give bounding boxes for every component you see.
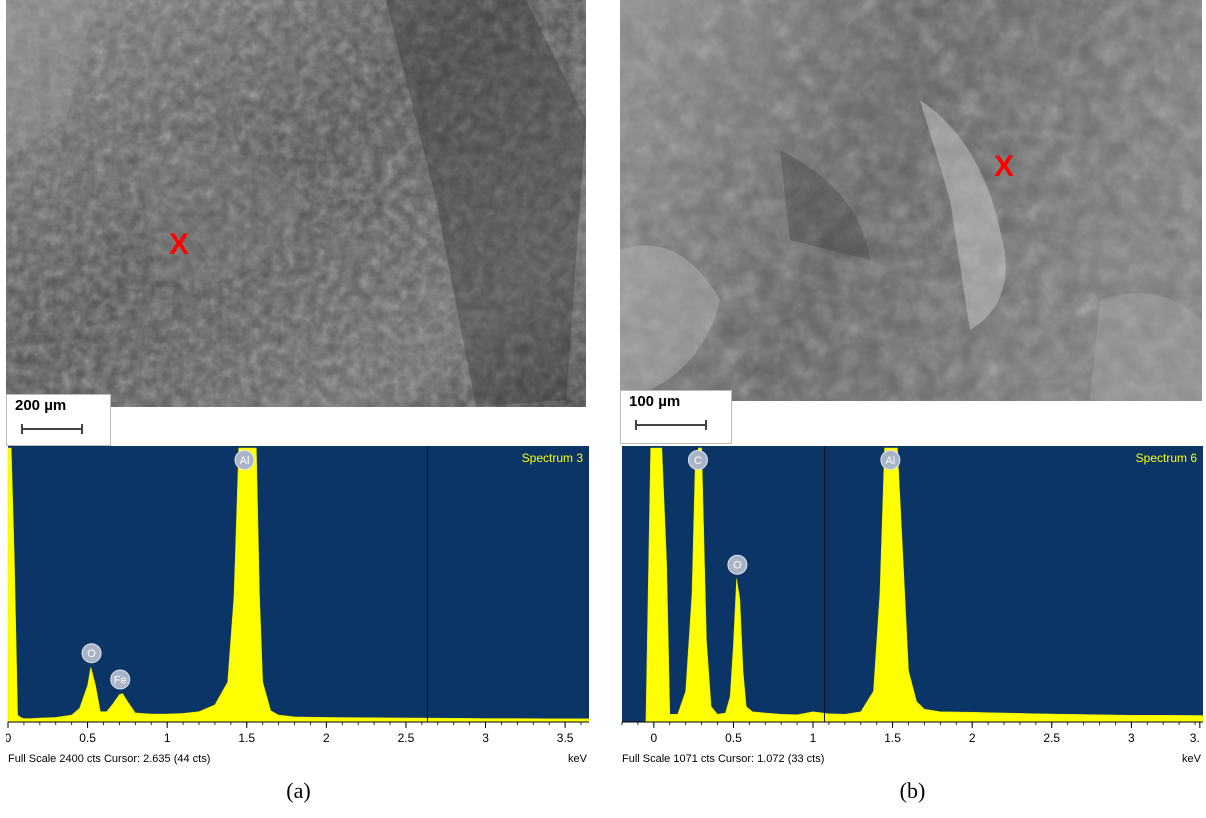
sem-micrograph-b [620,0,1202,401]
x-tick-label: 0.5 [79,731,96,745]
sem-micrograph-a [6,0,586,407]
axis-area [620,722,1205,771]
x-axis-unit: keV [1182,753,1202,765]
x-tick-label: 3 [482,731,489,745]
scale-bar-a [21,424,83,434]
spectrum-chart-a: Spectrum 3 O Fe Al 0 0.5 1 1.5 2 2.5 3 3.5 Full Scal… [6,446,591,771]
svg-text:O: O [87,648,96,660]
spectrum-title: Spectrum 6 [1136,451,1198,465]
peak-label-al: Al [880,450,901,470]
sem-marker-a: X [169,228,190,261]
plot-background [8,446,589,722]
caption-b: (b) [899,778,926,803]
peak-label-al: Al [234,450,255,470]
svg-text:Fe: Fe [114,674,127,686]
peak-label-o: O [727,554,748,575]
sem-band-b [730,401,1205,442]
x-axis-unit: keV [568,753,588,765]
axis-area [6,722,591,771]
x-tick-label: 2.5 [1043,731,1060,745]
x-tick-label: 3 [1128,731,1135,745]
x-tick-label: 3.5 [557,731,574,745]
spectrum-series [7,447,590,723]
peak-label-fe: Fe [110,669,131,690]
svg-text:Al: Al [240,455,250,467]
scale-label-a: 200 µm [15,397,67,414]
svg-text:C: C [694,455,702,467]
spectrum-chart-b: Spectrum 6 C O Al 0 0.5 1 1.5 2 2.5 3 3. Full Scale … [620,446,1205,771]
caption-a: (a) [286,778,311,803]
svg-text:Al: Al [885,455,895,467]
x-tick-label: 2 [323,731,330,745]
x-tick-label: 0 [6,731,12,745]
peak-label-c: C [687,450,708,470]
status-text: Full Scale 1071 cts Cursor: 1.072 (33 ct… [622,753,824,765]
sem-band-a [109,407,589,444]
x-tick-label: 1 [810,731,817,745]
x-tick-label: 1 [164,731,171,745]
x-tick-label: 0 [650,731,657,745]
scale-bar-b [635,420,707,430]
peak-label-o: O [81,643,102,664]
x-tick-label: 1.5 [238,731,255,745]
scale-strip-b: 100 µm [620,390,732,444]
spectrum-series [622,447,1204,723]
x-tick-label: 2.5 [398,731,415,745]
plot-background [622,446,1203,722]
x-tick-label: 3. [1190,731,1200,745]
scale-strip-a: 200 µm [6,394,111,446]
x-tick-label: 0.5 [725,731,742,745]
svg-text:O: O [733,560,742,572]
x-tick-label: 1.5 [884,731,901,745]
scale-label-b: 100 µm [629,393,681,410]
sem-marker-b: X [994,150,1015,183]
spectrum-title: Spectrum 3 [522,451,584,465]
x-tick-label: 2 [969,731,976,745]
status-text: Full Scale 2400 cts Cursor: 2.635 (44 ct… [8,753,210,765]
